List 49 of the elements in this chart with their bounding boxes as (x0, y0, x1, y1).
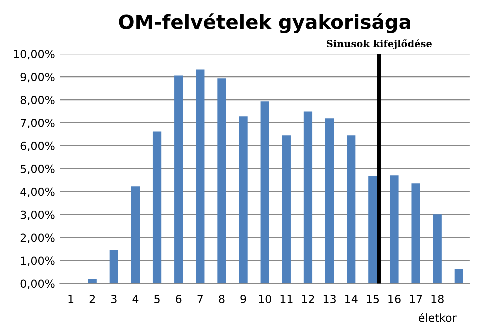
bar (260, 102, 270, 284)
y-tick-label: 1,00% (21, 256, 55, 266)
x-tick-label: 11 (280, 295, 293, 304)
chart-title: OM-felvételek gyakorisága (119, 14, 410, 34)
x-tick-label: 12 (302, 295, 314, 304)
x-tick-label: 14 (346, 295, 358, 304)
x-tick-label: 17 (410, 295, 422, 304)
x-tick-label: 3 (111, 295, 117, 304)
x-tick-label: 8 (219, 295, 225, 304)
y-tick-label: 2,00% (20, 234, 55, 244)
bar (304, 112, 313, 284)
x-tick-label: 1 (68, 295, 74, 304)
bar (390, 176, 399, 284)
x-tick-label: 5 (154, 295, 160, 304)
x-tick-label: 2 (90, 295, 96, 304)
bar (454, 269, 464, 284)
x-tick-label: 15 (367, 295, 380, 304)
bar (433, 214, 442, 284)
y-tick-label: 7,00% (21, 118, 55, 129)
x-tick-label: 18 (432, 295, 444, 304)
ref-line-label: Sinusok kifejlődése (326, 40, 432, 50)
y-tick-label: 8,00% (20, 96, 55, 106)
x-tick-label: 9 (240, 295, 246, 304)
y-tick-label: 0,00% (20, 280, 55, 290)
bar (152, 132, 162, 284)
x-tick-label: 7 (198, 295, 203, 304)
y-tick-label: 6,00% (20, 142, 55, 152)
x-tick-label: 10 (259, 295, 272, 304)
y-tick-label: 5,00% (20, 164, 55, 174)
bar (196, 70, 205, 284)
x-tick-label: 13 (324, 295, 336, 304)
x-tick-label: 6 (176, 295, 182, 304)
bar (325, 118, 334, 284)
bar (368, 176, 378, 284)
x-tick-label: 4 (132, 295, 139, 304)
bar (131, 186, 140, 284)
y-tick-label: 10,00% (14, 50, 55, 60)
y-tick-label: 9,00% (20, 73, 55, 83)
bar (110, 250, 118, 284)
bar (412, 184, 420, 284)
y-tick-label: 4,00% (20, 188, 55, 198)
y-tick-label: 3,00% (20, 210, 55, 220)
bar (347, 136, 356, 284)
bar (239, 116, 248, 284)
bar (174, 76, 184, 284)
x-tick-label: 16 (388, 295, 401, 304)
bar (282, 136, 291, 284)
bar (218, 78, 226, 284)
x-axis-title: életkor (418, 313, 457, 322)
